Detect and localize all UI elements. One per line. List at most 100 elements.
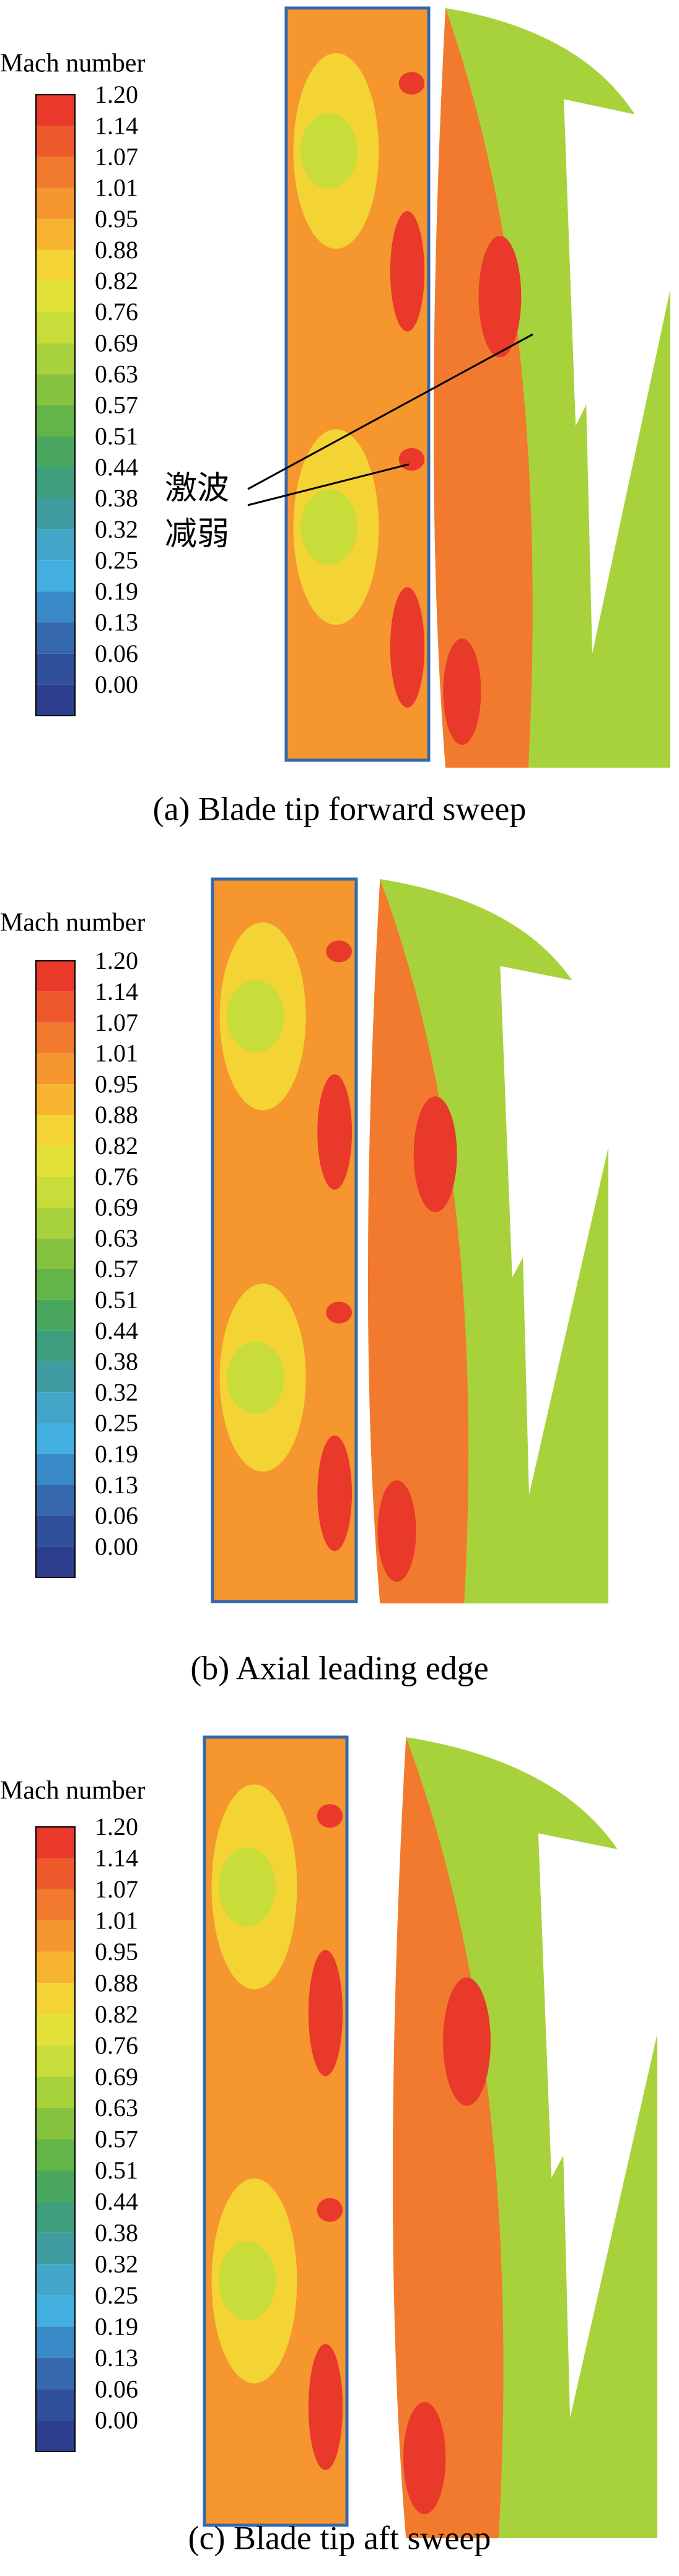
legend-label: 0.00 [95, 670, 138, 698]
legend-label: 1.01 [95, 1039, 138, 1067]
color-swatch [36, 1485, 75, 1516]
caption: (b) Axial leading edge [190, 1649, 488, 1686]
legend-label: 0.95 [95, 1938, 138, 1966]
color-swatch [36, 2420, 75, 2452]
color-swatch [36, 1858, 75, 1889]
leader-line [247, 463, 410, 506]
legend-label: 0.88 [95, 1101, 138, 1129]
contour [227, 1341, 284, 1414]
color-swatch [36, 2014, 75, 2046]
color-swatch [36, 157, 75, 188]
legend-label: 1.01 [95, 174, 138, 202]
color-swatch [36, 1022, 75, 1054]
legend-label: 0.00 [95, 2406, 138, 2434]
legend-label: 0.57 [95, 2125, 138, 2153]
legend-label: 0.51 [95, 2156, 138, 2184]
legend-label: 0.69 [95, 1194, 138, 1221]
color-swatch [36, 1392, 75, 1423]
annotation: 激波 [165, 470, 229, 507]
legend-label: 0.19 [95, 1440, 138, 1468]
legend-label: 0.51 [95, 422, 138, 450]
color-swatch [36, 1546, 75, 1577]
color-swatch [36, 1951, 75, 1984]
legend-label: 0.13 [95, 609, 138, 636]
contour [443, 1977, 491, 2106]
legend-label: 0.51 [95, 1286, 138, 1314]
legend-label: 0.25 [95, 1409, 138, 1437]
contour [398, 72, 425, 95]
color-swatch [36, 2357, 75, 2390]
legend-label: 0.88 [95, 1969, 138, 1997]
color-swatch [36, 1084, 75, 1115]
legend-label: 0.25 [95, 546, 138, 574]
legend-label: 0.06 [95, 1502, 138, 1530]
panel: Mach number1.201.141.071.010.950.880.820… [0, 877, 608, 1686]
contour [317, 2198, 343, 2222]
color-swatch [36, 1207, 75, 1239]
contour [300, 489, 357, 565]
legend-label: 0.57 [95, 391, 138, 419]
color-swatch [36, 2327, 75, 2358]
color-swatch [36, 1053, 75, 1085]
caption: (a) Blade tip forward sweep [153, 790, 527, 827]
legend-label: 0.38 [95, 1348, 138, 1376]
color-swatch [36, 405, 75, 436]
contour [390, 587, 425, 708]
color-swatch [36, 2045, 75, 2077]
legend-label: 0.76 [95, 298, 138, 326]
color-swatch [36, 1269, 75, 1300]
legend-label: 0.19 [95, 2312, 138, 2340]
legend-label: 0.44 [95, 2188, 138, 2216]
contour [219, 2241, 276, 2321]
color-swatch [36, 961, 75, 992]
contour [326, 1301, 353, 1324]
legend-label: 1.07 [95, 1008, 138, 1036]
colorbar-frame [35, 960, 76, 1578]
legend-label: 1.14 [95, 111, 138, 139]
color-swatch [36, 188, 75, 219]
color-swatch [36, 249, 75, 281]
color-swatch [36, 1115, 75, 1146]
legend-label: 0.82 [95, 1132, 138, 1160]
legend-label: 1.14 [95, 1844, 138, 1872]
color-swatch [36, 219, 75, 250]
contour-plot [284, 6, 670, 768]
contour-plot [211, 877, 608, 1603]
color-swatch [36, 436, 75, 467]
legend-label: 0.06 [95, 2375, 138, 2403]
color-swatch [36, 498, 75, 530]
contour [227, 980, 284, 1053]
color-swatch [36, 1330, 75, 1362]
contour [317, 1074, 353, 1190]
color-swatch [36, 684, 75, 716]
panel: Mach number1.201.141.071.010.950.880.820… [0, 6, 670, 827]
contour [398, 448, 425, 471]
legend-label: 0.32 [95, 1378, 138, 1406]
legend-label: 0.06 [95, 640, 138, 667]
color-swatch [36, 2389, 75, 2421]
legend-label: 0.00 [95, 1532, 138, 1560]
leader-line [247, 333, 533, 490]
color-swatch [36, 95, 75, 126]
legend-label: 1.20 [95, 1813, 138, 1841]
legend-label: 0.63 [95, 2094, 138, 2122]
legend-label: 0.82 [95, 2000, 138, 2028]
color-swatch [36, 280, 75, 313]
color-swatch [36, 2076, 75, 2109]
color-swatch [36, 2264, 75, 2296]
color-swatch [36, 1516, 75, 1547]
blade-gap [556, 1900, 657, 2418]
legend-title: Mach number [0, 1777, 145, 1805]
contour [413, 1096, 457, 1213]
color-swatch [36, 1827, 75, 1858]
legend-label: 1.07 [95, 1875, 138, 1903]
legend-label: 0.32 [95, 515, 138, 543]
color-swatch [36, 467, 75, 498]
color-swatch [36, 1454, 75, 1485]
color-swatch [36, 1889, 75, 1921]
legend-label: 0.32 [95, 2250, 138, 2278]
legend-label: 0.38 [95, 2219, 138, 2247]
colorbar-frame [35, 1826, 76, 2452]
legend-label: 0.69 [95, 329, 138, 357]
legend-label: 0.95 [95, 1070, 138, 1098]
